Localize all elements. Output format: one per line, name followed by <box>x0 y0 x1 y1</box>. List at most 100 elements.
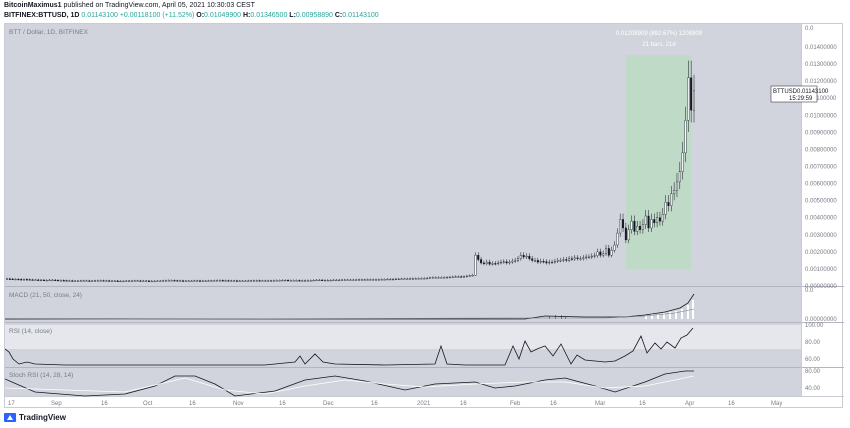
chart-canvas[interactable]: 0.01208909 (892.67%) 1208909 21 bars, 21… <box>5 24 844 409</box>
candle-body <box>613 244 616 251</box>
open-label: O: <box>196 12 205 19</box>
candle-body <box>562 259 565 261</box>
candle-body <box>184 280 187 282</box>
candle-body <box>85 280 88 282</box>
candle-body <box>590 255 593 258</box>
candle-body <box>604 248 607 254</box>
time-axis-tick: May <box>771 401 782 407</box>
footer: TradingView <box>0 408 850 428</box>
candle-body <box>548 261 551 264</box>
candle-body <box>91 280 94 282</box>
close-label: C: <box>334 12 343 19</box>
candle-body <box>465 275 468 278</box>
candle-body <box>45 279 48 282</box>
price-axis[interactable]: 0.01400000 0.01300000 0.01200000 0.01100000… <box>805 45 837 290</box>
price-axis-tick: 0.00300000 <box>805 233 837 239</box>
candle-body <box>397 278 400 281</box>
time-axis-tick: Apr <box>685 401 694 407</box>
candle-body <box>559 260 562 262</box>
candle-body <box>656 217 659 224</box>
candle-body <box>443 277 446 279</box>
candle-body <box>417 278 420 280</box>
candle-body <box>494 263 497 265</box>
macd-hist-bar <box>663 313 665 319</box>
candle-body <box>287 279 290 282</box>
candle-body <box>400 278 403 280</box>
candle-body <box>675 181 678 191</box>
candle-body <box>304 280 307 282</box>
macd-line <box>5 293 695 320</box>
candle-body <box>295 280 298 282</box>
candle-body <box>281 279 284 282</box>
candle-body <box>176 280 179 282</box>
author-name[interactable]: BitcoinMaximus1 <box>4 2 62 9</box>
tradingview-logo-icon <box>4 413 16 422</box>
candle-body <box>244 280 247 282</box>
macd-hist-bar <box>561 315 562 319</box>
price-axis-top-label: 0.0 <box>805 26 814 32</box>
candle-body <box>34 279 37 281</box>
macd-pane-label[interactable]: MACD (21, 50, close, 24) <box>9 292 82 299</box>
chart-area[interactable]: 0.01208909 (892.67%) 1208909 21 bars, 21… <box>4 23 844 409</box>
candle-body <box>536 260 539 263</box>
candle-body <box>355 279 358 281</box>
candle-body <box>641 224 644 230</box>
candle-body <box>128 280 131 282</box>
time-axis-tick: Dec <box>323 401 334 407</box>
tradingview-logo[interactable]: TradingView <box>4 413 66 422</box>
stoch-pane[interactable] <box>5 368 801 396</box>
candle-body <box>346 279 349 281</box>
candle-body <box>516 258 519 261</box>
candle-body <box>173 280 176 282</box>
candle-body <box>693 90 696 111</box>
candle-body <box>8 278 11 280</box>
candle-body <box>644 215 647 225</box>
candle-body <box>108 280 111 282</box>
candle-body <box>460 276 463 278</box>
stoch-pane-label[interactable]: Stoch RSI (14, 28, 14) <box>9 372 73 379</box>
macd-pane[interactable] <box>5 287 801 322</box>
time-axis-tick: 16 <box>728 401 735 407</box>
candle-body <box>37 279 40 281</box>
stoch-d-line <box>5 375 695 395</box>
price-axis-tick: 0.00100000 <box>805 267 837 273</box>
candle-body <box>156 280 159 282</box>
candle-body <box>624 227 627 241</box>
macd-axis-tick: 0.00000000 <box>805 317 837 323</box>
candle-body <box>113 280 116 282</box>
rsi-axis-tick: 60.00 <box>805 357 821 363</box>
candle-body <box>587 256 590 258</box>
candle-body <box>545 261 548 264</box>
candle-body <box>482 262 485 265</box>
candle-body <box>553 261 556 263</box>
time-axis[interactable]: 17 Sep 16 Oct 16 Nov 16 Dec 16 2021 16 Feb 16 Mar 16 Ap… <box>8 401 782 407</box>
candle-body <box>332 279 335 282</box>
candle-body <box>312 279 315 282</box>
candle-body <box>261 280 264 282</box>
price-pane-label[interactable]: BTT / Dollar, 1D, BITFINEX <box>9 29 89 36</box>
candle-body <box>54 279 57 282</box>
measure-box[interactable] <box>626 55 691 269</box>
candle-body <box>593 255 596 257</box>
macd-hist-bar <box>549 316 550 319</box>
candle-body <box>71 280 74 282</box>
rsi-pane-label[interactable]: RSI (14, close) <box>9 328 52 335</box>
stoch-axis-tick: 40.00 <box>805 386 821 392</box>
candle-body <box>196 280 199 282</box>
candle-body <box>392 278 395 281</box>
candle-body <box>653 219 656 224</box>
candle-body <box>170 280 173 282</box>
candle-body <box>301 280 304 282</box>
price-axis-tick: 0.00000000 <box>805 284 837 290</box>
candle-body <box>122 280 125 283</box>
candle-body <box>687 77 690 121</box>
candle-body <box>57 279 60 282</box>
candle-body <box>409 278 412 280</box>
candle-body <box>76 280 79 282</box>
candle-body <box>349 279 352 281</box>
macd-hist-bar <box>651 314 653 319</box>
candle-body <box>366 279 369 281</box>
brand-name: TradingView <box>19 413 66 422</box>
candle-body <box>227 280 230 282</box>
time-axis-tick: 16 <box>101 401 108 407</box>
